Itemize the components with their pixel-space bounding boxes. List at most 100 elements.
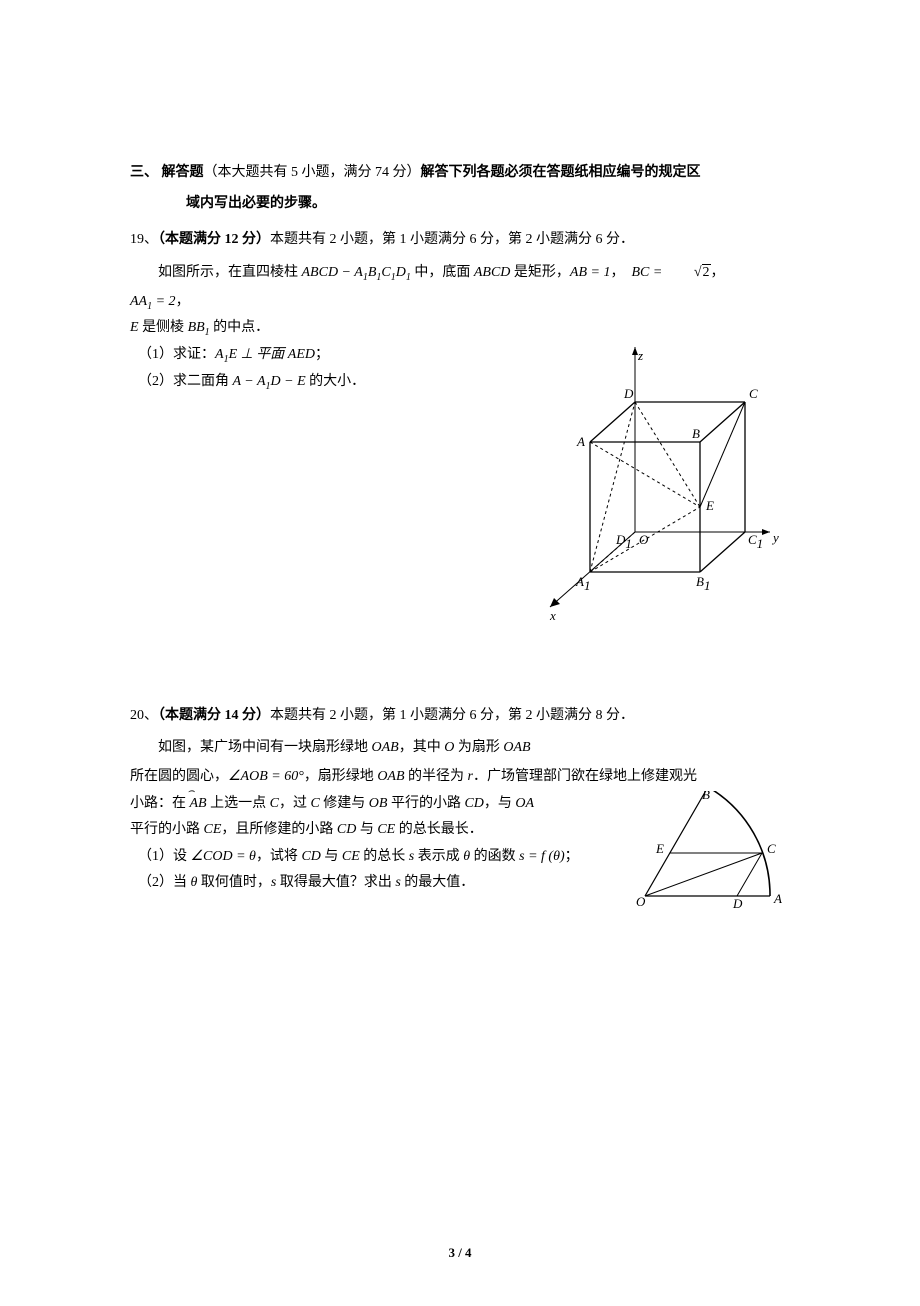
lbl-A1: A1: [575, 574, 590, 593]
lbl-A: A: [576, 434, 585, 449]
q20-figure-row: 小路：在 AB 上选一点 C，过 C 修建与 OB 平行的小路 CD，与 OA …: [130, 791, 790, 922]
cd3: CD: [301, 849, 320, 864]
t: ．广场管理部门欲在绿地上修建观光: [473, 769, 697, 784]
prism-label: ABCD − A1B1C1D1: [302, 265, 411, 280]
cd: CD: [464, 796, 483, 811]
t: = 2: [152, 294, 175, 309]
section-heading: 三、 解答题（本大题共有 5 小题，满分 74 分）解答下列各题必须在答题纸相应…: [130, 160, 790, 187]
t: 是矩形，: [510, 265, 570, 280]
aob: ∠AOB = 60°: [228, 769, 304, 784]
t: ，扇形绿地: [304, 769, 378, 784]
page: 三、 解答题（本大题共有 5 小题，满分 74 分）解答下列各题必须在答题纸相应…: [0, 0, 920, 1306]
t: A − A: [233, 374, 266, 389]
lbl-C: C: [767, 841, 776, 856]
q19-part1: （1）求证：A1E ⊥ 平面 AED；: [130, 342, 500, 369]
lbl-B: B: [702, 791, 710, 802]
bb1: BB1: [188, 320, 210, 335]
dihedral: A − A1D − E: [233, 374, 306, 389]
ob: OB: [369, 796, 388, 811]
t: 的半径为: [405, 769, 468, 784]
sqrt-icon: 2: [666, 260, 711, 287]
t: 取何值时，: [197, 875, 271, 890]
t: 平行的小路: [387, 796, 464, 811]
t: 为扇形: [454, 740, 503, 755]
q19-figure: z y x D C A B E O D1 C1 A1 B1: [520, 342, 790, 633]
e: E: [130, 320, 139, 335]
q20-line2: 所在圆的圆心，∠AOB = 60°，扇形绿地 OAB 的半径为 r．广场管理部门…: [130, 764, 790, 791]
t: AA: [130, 294, 147, 309]
q20-part1: （1）设 ∠COD = θ，试将 CD 与 CE 的总长 s 表示成 θ 的函数…: [130, 844, 610, 871]
x-axis-label: x: [549, 608, 556, 622]
t: D: [396, 265, 406, 280]
t: 取得最大值？求出: [276, 875, 395, 890]
t: ，试将: [256, 849, 302, 864]
lbl-C1: C1: [748, 532, 763, 551]
q19-number: 19、: [130, 232, 158, 247]
bc-pre: BC =: [631, 265, 665, 280]
q20-line1: 如图，某广场中间有一块扇形绿地 OAB，其中 O 为扇形 OAB: [130, 735, 790, 762]
q19-head-rest: 本题共有 2 小题，第 1 小题满分 6 分，第 2 小题满分 6 分．: [270, 232, 634, 247]
t: 的函数: [470, 849, 519, 864]
lbl-D: D: [623, 386, 634, 401]
lbl-B1: B1: [696, 574, 710, 593]
t: BB: [188, 320, 205, 335]
oab: OAB: [372, 740, 399, 755]
t: 是侧棱: [139, 320, 188, 335]
t: ，其中: [399, 740, 445, 755]
p2-num: （2）: [138, 374, 173, 389]
p2-num: （2）: [138, 875, 173, 890]
t: A: [215, 347, 224, 362]
q19-head-bold: （本题满分 12 分）: [158, 232, 270, 247]
q19-heading: 19、（本题满分 12 分）本题共有 2 小题，第 1 小题满分 6 分，第 2…: [130, 227, 790, 254]
t: ，: [711, 265, 725, 280]
ce2: CE: [377, 822, 395, 837]
p1-num: （1）: [138, 347, 173, 362]
q20-head-rest: 本题共有 2 小题，第 1 小题满分 6 分，第 2 小题满分 8 分．: [270, 708, 634, 723]
t: ；: [565, 849, 579, 864]
q20-number: 20、: [130, 708, 158, 723]
section-note-b: 解答下列各题必须在答题纸相应编号的规定区: [421, 165, 701, 180]
q20-heading: 20、（本题满分 14 分）本题共有 2 小题，第 1 小题满分 6 分，第 2…: [130, 703, 790, 730]
q19-body-line1: 如图所示，在直四棱柱 ABCD − A1B1C1D1 中，底面 ABCD 是矩形…: [130, 260, 790, 287]
t: 表示成: [414, 849, 463, 864]
t: 的中点．: [210, 320, 270, 335]
t: ，且所修建的小路: [221, 822, 337, 837]
section-title: 解答题: [162, 165, 204, 180]
t: ，: [610, 265, 624, 280]
t: 的大小．: [306, 374, 366, 389]
q20-line4: 平行的小路 CE，且所修建的小路 CD 与 CE 的总长最长．: [130, 817, 610, 844]
t: 与: [356, 822, 377, 837]
q20-text-block: 小路：在 AB 上选一点 C，过 C 修建与 OB 平行的小路 CD，与 OA …: [130, 791, 610, 897]
section-note-a: （本大题共有 5 小题，满分 74 分）: [204, 165, 421, 180]
sector-diagram: O A B C D E: [630, 791, 790, 911]
t: ；: [315, 347, 329, 362]
t: 修建与: [320, 796, 369, 811]
t: 所在圆的圆心，: [130, 769, 228, 784]
sqrt-val: 2: [702, 264, 711, 280]
section-heading-line2: 域内写出必要的步骤。: [130, 191, 790, 218]
q20-line3: 小路：在 AB 上选一点 C，过 C 修建与 OB 平行的小路 CD，与 OA: [130, 791, 610, 818]
cod: ∠COD = θ: [191, 849, 256, 864]
cd2: CD: [337, 822, 356, 837]
lbl-C: C: [749, 386, 758, 401]
t: 小路：在: [130, 796, 190, 811]
t: D − E: [271, 374, 306, 389]
t: 的总长: [360, 849, 409, 864]
t: C: [381, 265, 390, 280]
lbl-E: E: [705, 498, 714, 513]
t: ，过: [279, 796, 311, 811]
q19-part2: （2）求二面角 A − A1D − E 的大小．: [130, 369, 500, 396]
y-axis-label: y: [771, 530, 779, 545]
oab3: OAB: [377, 769, 404, 784]
prism-diagram: z y x D C A B E O D1 C1 A1 B1: [520, 342, 790, 622]
section-number: 三、: [130, 165, 158, 180]
q20-part2: （2）当 θ 取何值时，s 取得最大值？求出 s 的最大值．: [130, 870, 610, 897]
a1e: A1E ⊥ 平面 AED: [215, 347, 315, 362]
t: 中，底面: [411, 265, 474, 280]
spacer: [130, 633, 790, 703]
lbl-O: O: [639, 532, 649, 547]
t: ABCD − A: [302, 265, 363, 280]
q20-head-bold: （本题满分 14 分）: [158, 708, 270, 723]
lbl-O: O: [636, 894, 646, 909]
t: 与: [321, 849, 342, 864]
